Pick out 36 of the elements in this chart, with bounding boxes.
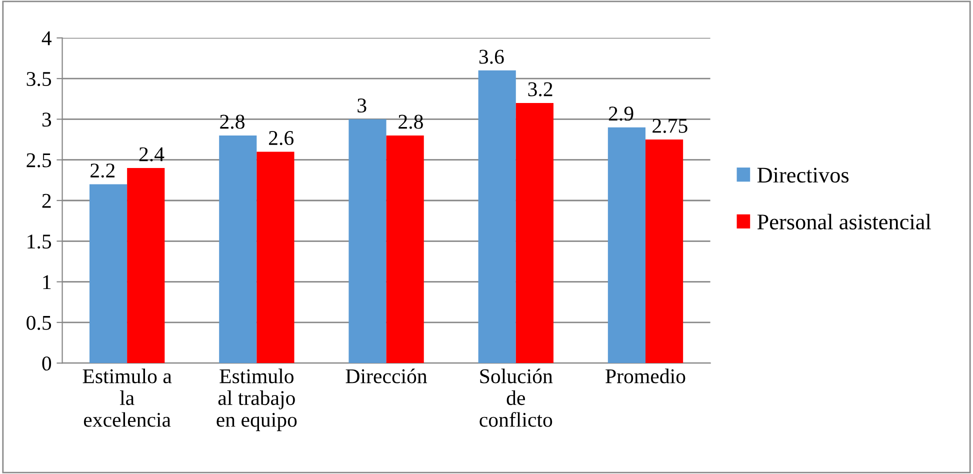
- x-tick-label: Estimulo al trabajo en equipo: [216, 368, 297, 432]
- bar: [219, 135, 257, 364]
- bar: [478, 70, 516, 364]
- y-tick-label: 1: [43, 275, 51, 290]
- bar: [608, 127, 646, 364]
- x-tick-label: Solución de conflicto: [480, 368, 553, 427]
- bar: [645, 140, 684, 364]
- data-label: 3.2: [528, 82, 552, 96]
- bar: [386, 135, 424, 364]
- y-tick-label: 3: [42, 112, 52, 127]
- y-tick-label: 0: [42, 356, 52, 371]
- data-label: 3.6: [479, 50, 504, 64]
- data-label: 2.75: [652, 118, 688, 133]
- bar: [127, 168, 165, 364]
- y-tick-label: 4: [42, 31, 52, 46]
- data-label: 3: [358, 98, 366, 113]
- bar: [348, 119, 386, 364]
- data-label: 2.8: [220, 114, 244, 129]
- y-tick-label: 2.5: [26, 153, 52, 168]
- data-label: 2.6: [269, 131, 294, 146]
- x-tick-label: Estimulo a la excelencia: [82, 368, 172, 427]
- data-label: 2.8: [398, 114, 423, 129]
- bar: [516, 102, 554, 364]
- data-label: 2.9: [608, 106, 634, 121]
- bar: [89, 184, 128, 364]
- data-label: 2.4: [139, 147, 164, 162]
- legend-label: Directivos: [757, 168, 849, 183]
- x-tick-label: Promedio: [606, 368, 686, 384]
- y-tick-label: 2: [42, 194, 51, 208]
- legend-label: Personal asistencial: [757, 214, 931, 230]
- y-tick-label: 0.5: [26, 316, 52, 330]
- y-tick-label: 1.5: [28, 234, 52, 249]
- bar: [256, 152, 294, 364]
- y-tick-label: 3.5: [26, 72, 52, 86]
- data-label: 2.2: [90, 164, 115, 178]
- x-tick-label: Dirección: [346, 368, 428, 384]
